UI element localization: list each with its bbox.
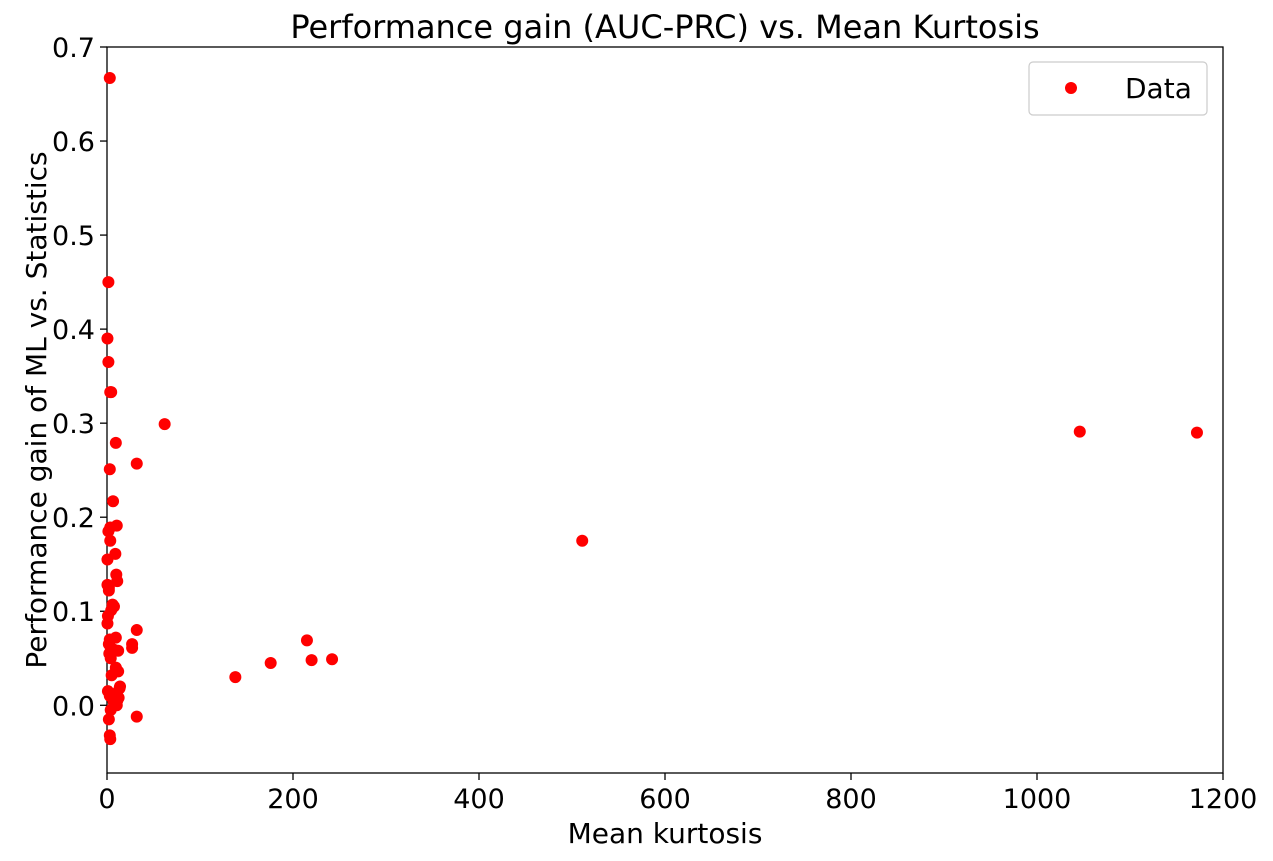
plot-area: 0 200 400 600 800 1000 1200 0.0 0.1 0.2 0.3 0.4 0.5… <box>52 33 1257 815</box>
data-point <box>101 332 114 345</box>
data-point <box>102 276 115 289</box>
x-tick-label: 400 <box>453 784 505 815</box>
x-axis: 0 200 400 600 800 1000 1200 <box>98 773 1257 815</box>
legend-label: Data <box>1125 72 1192 105</box>
data-points <box>101 72 1203 746</box>
data-point <box>1190 426 1203 439</box>
y-tick-label: 0.2 <box>52 503 95 534</box>
data-point <box>104 733 117 746</box>
data-point <box>305 654 318 667</box>
y-tick-label: 0.4 <box>52 315 95 346</box>
data-point <box>300 634 313 647</box>
chart-title: Performance gain (AUC-PRC) vs. Mean Kurt… <box>290 8 1039 46</box>
y-axis: 0.0 0.1 0.2 0.3 0.4 0.5 0.6 0.7 <box>52 33 107 722</box>
data-point <box>102 356 115 369</box>
y-tick-label: 0.5 <box>52 221 95 252</box>
y-tick-label: 0.1 <box>52 597 95 628</box>
x-tick-label: 600 <box>639 784 691 815</box>
data-point <box>111 575 124 588</box>
data-point <box>101 617 114 630</box>
legend: Data <box>1028 61 1208 116</box>
data-point <box>264 656 277 669</box>
legend-marker <box>1065 82 1077 94</box>
data-point <box>130 624 143 637</box>
data-point <box>126 641 139 654</box>
y-axis-label: Performance gain of ML vs. Statistics <box>20 151 53 668</box>
data-point <box>104 534 117 547</box>
data-point <box>1073 425 1086 438</box>
y-tick-label: 0.7 <box>52 33 95 64</box>
data-point <box>109 436 122 449</box>
data-point <box>576 534 589 547</box>
y-tick-label: 0.3 <box>52 409 95 440</box>
data-point <box>103 463 116 476</box>
data-point <box>107 495 120 508</box>
x-tick-label: 0 <box>98 784 115 815</box>
data-point <box>130 457 143 470</box>
data-point <box>229 671 242 684</box>
data-point <box>102 525 115 538</box>
data-point <box>102 713 115 726</box>
y-tick-label: 0.6 <box>52 127 95 158</box>
y-tick-label: 0.0 <box>52 691 95 722</box>
x-tick-label: 1200 <box>1189 784 1258 815</box>
data-point <box>105 386 118 399</box>
data-point <box>130 710 143 723</box>
x-tick-label: 1000 <box>1003 784 1072 815</box>
data-point <box>158 418 171 431</box>
data-point <box>101 553 114 566</box>
data-point <box>104 652 117 665</box>
data-point <box>102 584 115 597</box>
data-point <box>104 703 117 716</box>
data-point <box>112 644 125 657</box>
x-axis-label: Mean kurtosis <box>568 817 763 850</box>
data-point <box>105 669 118 682</box>
x-tick-label: 200 <box>267 784 319 815</box>
legend-box <box>1028 61 1208 116</box>
x-tick-label: 800 <box>825 784 877 815</box>
data-point <box>326 653 339 666</box>
data-point <box>103 72 116 85</box>
